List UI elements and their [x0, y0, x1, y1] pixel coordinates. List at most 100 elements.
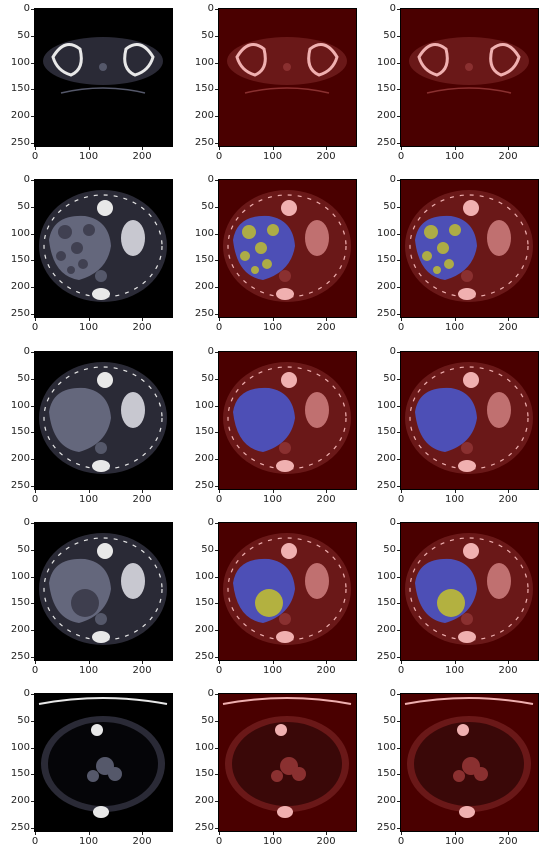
y-tick-label: 150	[10, 768, 30, 780]
y-tick-mark	[215, 549, 218, 551]
y-tick-mark	[397, 432, 400, 434]
image-panel-r1-c2	[218, 8, 357, 147]
x-tick-label: 200	[316, 151, 336, 162]
y-tick-label: 50	[383, 714, 396, 726]
x-tick-label: 200	[132, 494, 152, 505]
y-tick-mark	[397, 405, 400, 407]
x-tick-label: 200	[316, 836, 336, 847]
y-tick-label: 50	[201, 543, 214, 555]
y-tick-label: 0	[207, 688, 214, 699]
y-tick-mark	[397, 35, 400, 37]
y-tick-mark	[215, 747, 218, 749]
image-panel-r1-c3	[400, 8, 539, 147]
ct-slice-image	[401, 352, 538, 489]
y-tick-mark	[397, 603, 400, 605]
x-tick-mark	[401, 661, 402, 664]
x-tick-mark	[35, 147, 36, 150]
y-tick-label: 100	[194, 227, 214, 239]
image-panel-r5-c2	[218, 693, 357, 832]
x-tick-label: 200	[498, 836, 518, 847]
y-tick-label: 200	[10, 110, 30, 122]
x-tick-mark	[508, 147, 510, 150]
ct-slice-image	[35, 352, 172, 489]
ct-slice-image	[401, 180, 538, 317]
y-tick-mark	[31, 630, 34, 632]
y-tick-label: 250	[194, 479, 214, 491]
x-tick-label: 200	[316, 665, 336, 676]
x-tick-mark	[508, 832, 510, 835]
y-tick-mark	[397, 287, 400, 289]
x-tick-mark	[219, 147, 220, 150]
x-tick-mark	[88, 490, 90, 493]
x-tick-label: 100	[78, 836, 99, 847]
y-tick-mark	[215, 313, 218, 315]
x-tick-label: 100	[444, 322, 465, 333]
y-tick-label: 250	[376, 307, 396, 319]
y-tick-mark	[397, 378, 400, 380]
x-tick-label: 0	[215, 494, 223, 505]
y-tick-label: 150	[194, 597, 214, 609]
y-tick-mark	[397, 260, 400, 262]
x-tick-label: 200	[498, 494, 518, 505]
y-tick-label: 250	[376, 821, 396, 833]
y-tick-label: 150	[376, 254, 396, 266]
x-tick-label: 200	[316, 322, 336, 333]
x-tick-label: 100	[262, 151, 283, 162]
y-tick-label: 200	[376, 624, 396, 636]
y-tick-mark	[397, 576, 400, 578]
y-tick-mark	[215, 352, 218, 353]
y-tick-mark	[215, 656, 218, 658]
y-tick-mark	[31, 352, 34, 353]
y-tick-mark	[215, 801, 218, 803]
y-tick-mark	[397, 142, 400, 144]
x-tick-label: 0	[215, 322, 223, 333]
x-tick-mark	[35, 318, 36, 321]
x-tick-label: 0	[215, 836, 223, 847]
y-tick-mark	[31, 62, 34, 64]
y-tick-mark	[397, 523, 400, 524]
y-tick-label: 250	[10, 821, 30, 833]
x-tick-label: 100	[78, 665, 99, 676]
y-tick-label: 100	[376, 56, 396, 68]
y-tick-mark	[31, 801, 34, 803]
image-panel-r5-c3	[400, 693, 539, 832]
x-tick-label: 100	[78, 494, 99, 505]
x-tick-mark	[142, 147, 144, 150]
x-tick-label: 100	[444, 151, 465, 162]
y-tick-label: 150	[194, 768, 214, 780]
y-tick-label: 200	[376, 281, 396, 293]
ct-slice-image	[35, 9, 172, 146]
image-panel-r4-c2	[218, 522, 357, 661]
x-tick-mark	[454, 318, 456, 321]
x-tick-mark	[401, 318, 402, 321]
y-tick-label: 150	[194, 254, 214, 266]
x-tick-mark	[401, 832, 402, 835]
y-tick-label: 200	[10, 453, 30, 465]
y-tick-mark	[215, 459, 218, 461]
y-tick-mark	[31, 180, 34, 181]
y-tick-mark	[397, 694, 400, 695]
y-tick-label: 150	[10, 426, 30, 438]
x-tick-label: 100	[262, 836, 283, 847]
y-tick-mark	[31, 89, 34, 91]
y-tick-label: 200	[194, 795, 214, 807]
x-tick-mark	[454, 490, 456, 493]
y-tick-mark	[397, 459, 400, 461]
image-panel-r3-c1	[34, 351, 173, 490]
y-tick-label: 150	[376, 426, 396, 438]
image-panel-r2-c3	[400, 179, 539, 318]
y-tick-label: 150	[10, 83, 30, 95]
ct-slice-image	[219, 352, 356, 489]
x-tick-label: 200	[498, 322, 518, 333]
y-tick-mark	[31, 694, 34, 695]
y-tick-mark	[215, 630, 218, 632]
y-tick-label: 150	[376, 83, 396, 95]
y-tick-label: 100	[10, 227, 30, 239]
x-tick-mark	[272, 318, 274, 321]
y-tick-label: 200	[10, 795, 30, 807]
y-tick-label: 200	[376, 110, 396, 122]
y-tick-mark	[31, 142, 34, 144]
x-tick-mark	[142, 490, 144, 493]
y-tick-mark	[31, 549, 34, 551]
y-tick-label: 250	[194, 821, 214, 833]
